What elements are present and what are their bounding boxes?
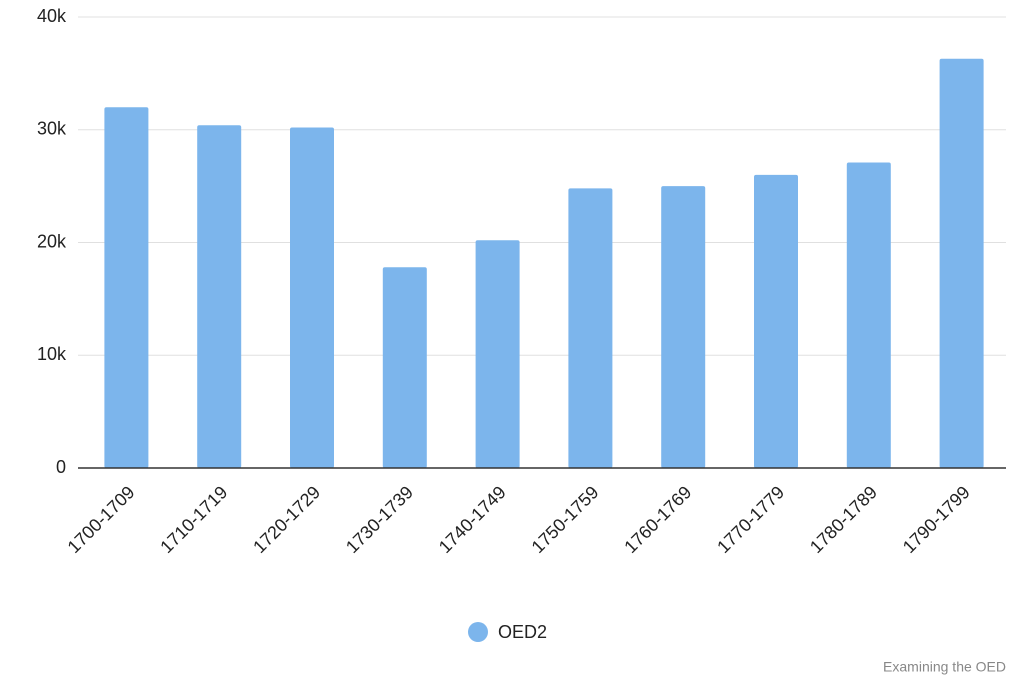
legend-marker	[468, 622, 488, 642]
x-tick-label: 1760-1769	[620, 482, 695, 557]
bar	[568, 188, 613, 468]
bar	[197, 125, 242, 469]
x-tick-label: 1740-1749	[435, 482, 510, 557]
source-credit: Examining the OED	[883, 659, 1006, 675]
x-tick-label: 1790-1799	[899, 482, 974, 557]
x-tick-label: 1780-1789	[806, 482, 881, 557]
bar	[382, 267, 427, 468]
x-tick-label: 1720-1729	[249, 482, 324, 557]
bar	[939, 58, 984, 468]
x-tick-label: 1710-1719	[156, 482, 231, 557]
y-tick-label: 20k	[37, 231, 67, 251]
bar	[661, 186, 706, 468]
y-tick-label: 10k	[37, 344, 67, 364]
x-tick-label: 1700-1709	[64, 482, 139, 557]
x-tick-label: 1770-1779	[713, 482, 788, 557]
bar	[754, 174, 798, 468]
bar	[104, 107, 149, 468]
bar	[475, 240, 520, 468]
bar	[846, 162, 891, 468]
bar	[290, 127, 334, 469]
legend-label: OED2	[498, 622, 547, 642]
y-tick-label: 30k	[37, 119, 67, 139]
x-tick-label: 1750-1759	[528, 482, 603, 557]
y-tick-label: 0	[56, 457, 66, 477]
x-tick-label: 1730-1739	[342, 482, 417, 557]
y-tick-label: 40k	[37, 6, 67, 26]
